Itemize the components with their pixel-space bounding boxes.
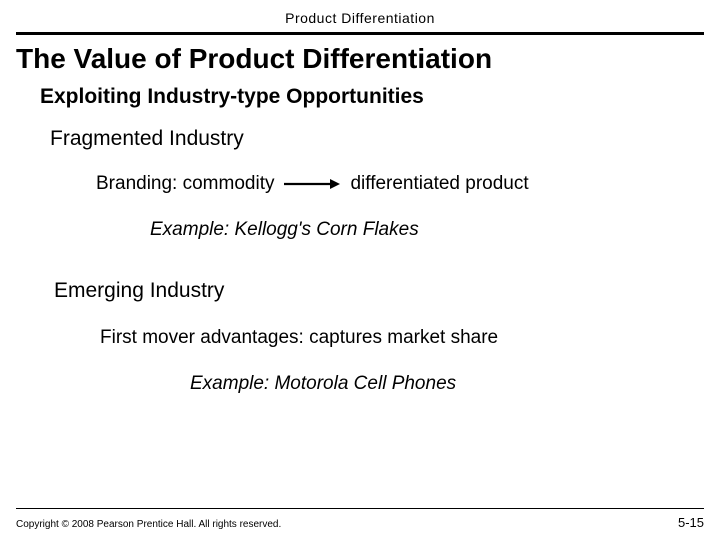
footer: Copyright © 2008 Pearson Prentice Hall. …	[0, 508, 720, 540]
header-title: Product Differentiation	[0, 0, 720, 32]
section2-heading: Emerging Industry	[0, 241, 720, 303]
section2-line: First mover advantages: captures market …	[0, 303, 720, 349]
section1-example: Example: Kellogg's Corn Flakes	[0, 195, 720, 241]
section2-example: Example: Motorola Cell Phones	[0, 349, 720, 395]
page-number: 5-15	[678, 515, 704, 530]
slide: Product Differentiation The Value of Pro…	[0, 0, 720, 540]
copyright-text: Copyright © 2008 Pearson Prentice Hall. …	[16, 519, 281, 530]
branding-row: Branding: commodity differentiated produ…	[0, 151, 720, 195]
section1-heading: Fragmented Industry	[0, 127, 720, 151]
footer-rule	[16, 508, 704, 509]
arrow-icon	[284, 178, 340, 190]
subtitle: Exploiting Industry-type Opportunities	[0, 85, 720, 127]
main-title: The Value of Product Differentiation	[0, 35, 720, 85]
branding-right: differentiated product	[350, 173, 528, 195]
branding-left: Branding: commodity	[96, 173, 274, 195]
